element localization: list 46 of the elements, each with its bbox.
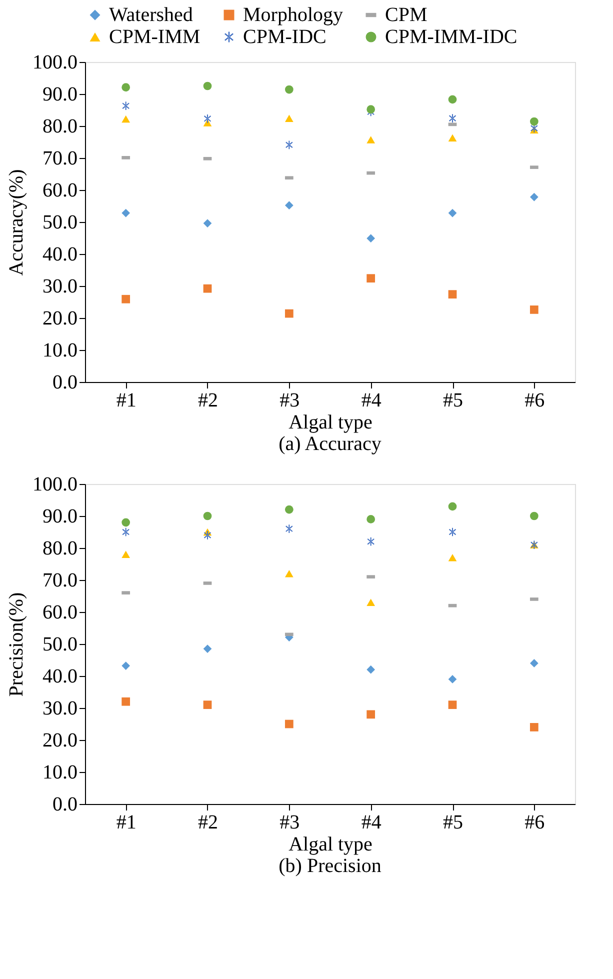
- y-tick-label: 70.0: [42, 570, 78, 592]
- y-tick-label: 10.0: [42, 762, 78, 784]
- legend-label: CPM: [385, 4, 428, 26]
- legend-label: CPM-IDC: [243, 26, 326, 48]
- y-tick-label: 40.0: [42, 666, 78, 688]
- x-tick-label: #1: [116, 390, 136, 412]
- legend-label: Watershed: [109, 4, 193, 26]
- y-tick-label: 10.0: [42, 340, 78, 362]
- x-axis-title: Algal type: [288, 834, 373, 856]
- y-tick-label: 100.0: [32, 52, 78, 74]
- y-tick-label: 30.0: [42, 276, 78, 298]
- x-tick-label: #3: [280, 390, 300, 412]
- y-tick-label: 50.0: [42, 634, 78, 656]
- y-tick-label: 20.0: [42, 308, 78, 330]
- text: (b) Precision: [278, 855, 382, 877]
- x-tick-label: #2: [198, 812, 218, 834]
- y-tick-label: 60.0: [42, 180, 78, 202]
- y-tick-label: 40.0: [42, 244, 78, 266]
- legend-label: Morphology: [243, 4, 343, 26]
- y-tick-label: 90.0: [42, 84, 78, 106]
- y-axis-title: Precision(%): [6, 592, 28, 697]
- y-axis-title: Accuracy(%): [6, 169, 28, 276]
- y-tick-label: 100.0: [32, 474, 78, 496]
- y-tick-label: 20.0: [42, 730, 78, 752]
- y-tick-label: 80.0: [42, 116, 78, 138]
- x-tick-label: #5: [443, 390, 463, 412]
- legend-label: CPM-IMM: [109, 26, 200, 48]
- legend-label: CPM-IMM-IDC: [385, 26, 518, 48]
- y-tick-label: 80.0: [42, 538, 78, 560]
- x-tick-label: #4: [361, 390, 382, 412]
- x-tick-label: #5: [443, 812, 463, 834]
- x-tick-label: #6: [524, 812, 545, 834]
- y-tick-label: 90.0: [42, 506, 78, 528]
- y-tick-label: 30.0: [42, 698, 78, 720]
- x-tick-label: #2: [198, 390, 218, 412]
- y-tick-label: 60.0: [42, 602, 78, 624]
- x-axis-title: Algal type: [288, 412, 373, 434]
- text: (a) Accuracy: [278, 433, 382, 455]
- x-tick-label: #3: [280, 812, 300, 834]
- x-tick-label: #6: [524, 390, 545, 412]
- y-tick-label: 70.0: [42, 148, 78, 170]
- y-tick-label: 0.0: [52, 372, 78, 394]
- y-tick-label: 0.0: [52, 794, 78, 816]
- x-tick-label: #1: [116, 812, 136, 834]
- x-tick-label: #4: [361, 812, 382, 834]
- y-tick-label: 50.0: [42, 212, 78, 234]
